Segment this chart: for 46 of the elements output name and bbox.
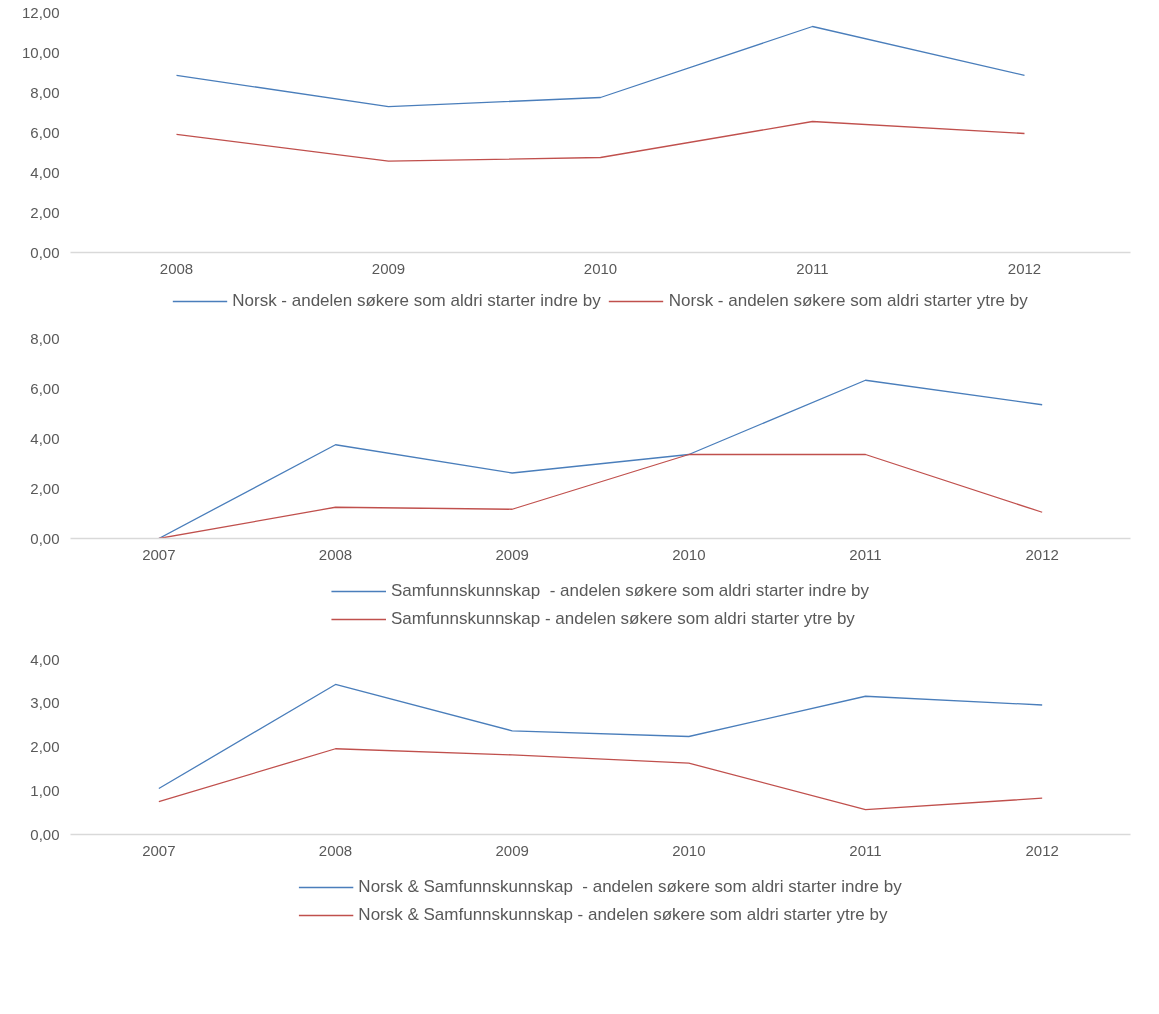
y-tick-label: 8,00 <box>30 83 60 101</box>
legend-label: Norsk & Samfunnskunnskap - andelen søkere som aldri starter ytre by <box>358 904 888 925</box>
y-tick-label: 4,00 <box>30 163 60 181</box>
y-tick-label: 8,00 <box>30 329 60 347</box>
line-series <box>158 748 1043 811</box>
legend-label: Norsk & Samfunnskunnskap - andelen søkere som aldri starter indre by <box>358 876 902 897</box>
y-tick-label: 4,00 <box>30 650 60 668</box>
x-tick-label: 2007 <box>142 545 176 563</box>
y-tick-label: 10,00 <box>21 43 60 61</box>
y-tick-label: 0,00 <box>30 243 60 261</box>
x-tick-label: 2010 <box>672 545 706 563</box>
y-tick-label: 12,00 <box>21 3 60 21</box>
x-tick-label: 2010 <box>672 841 706 859</box>
x-tick-label: 2012 <box>1025 545 1059 563</box>
legend-label: Samfunnskunnskap - andelen søkere som aldri starter indre by <box>390 580 870 601</box>
x-tick-label: 2009 <box>371 259 406 277</box>
x-tick-label: 2009 <box>495 841 529 859</box>
x-tick-label: 2008 <box>318 841 353 859</box>
x-tick-label: 2008 <box>318 545 353 563</box>
x-tick-label: 2008 <box>159 259 194 277</box>
legend-label: Norsk - andelen søkere som aldri starter ytre by <box>668 291 1028 311</box>
line-series <box>158 453 1043 539</box>
y-tick-label: 1,00 <box>30 781 60 799</box>
x-tick-label: 2007 <box>142 841 176 859</box>
x-tick-label: 2011 <box>849 545 882 563</box>
y-tick-label: 2,00 <box>30 479 60 497</box>
line-series <box>158 683 1043 790</box>
legend-label: Samfunnskunnskap - andelen søkere som aldri starter ytre by <box>390 608 855 629</box>
x-tick-label: 2012 <box>1007 259 1042 277</box>
y-tick-label: 6,00 <box>30 379 60 397</box>
x-tick-label: 2011 <box>796 259 829 277</box>
y-tick-label: 0,00 <box>30 529 60 547</box>
line-series <box>158 379 1043 539</box>
y-tick-label: 3,00 <box>30 694 60 712</box>
y-tick-label: 2,00 <box>30 203 60 221</box>
line-series <box>175 25 1026 108</box>
x-tick-label: 2009 <box>495 545 529 563</box>
line-series <box>175 120 1026 162</box>
legend-label: Norsk - andelen søkere som aldri starter indre by <box>232 291 601 311</box>
x-tick-label: 2011 <box>849 841 882 859</box>
x-tick-label: 2010 <box>583 259 618 277</box>
y-tick-label: 6,00 <box>30 123 60 141</box>
x-tick-label: 2012 <box>1025 841 1059 859</box>
y-tick-label: 0,00 <box>30 825 60 843</box>
y-tick-label: 2,00 <box>30 738 60 755</box>
y-tick-label: 4,00 <box>30 429 60 447</box>
